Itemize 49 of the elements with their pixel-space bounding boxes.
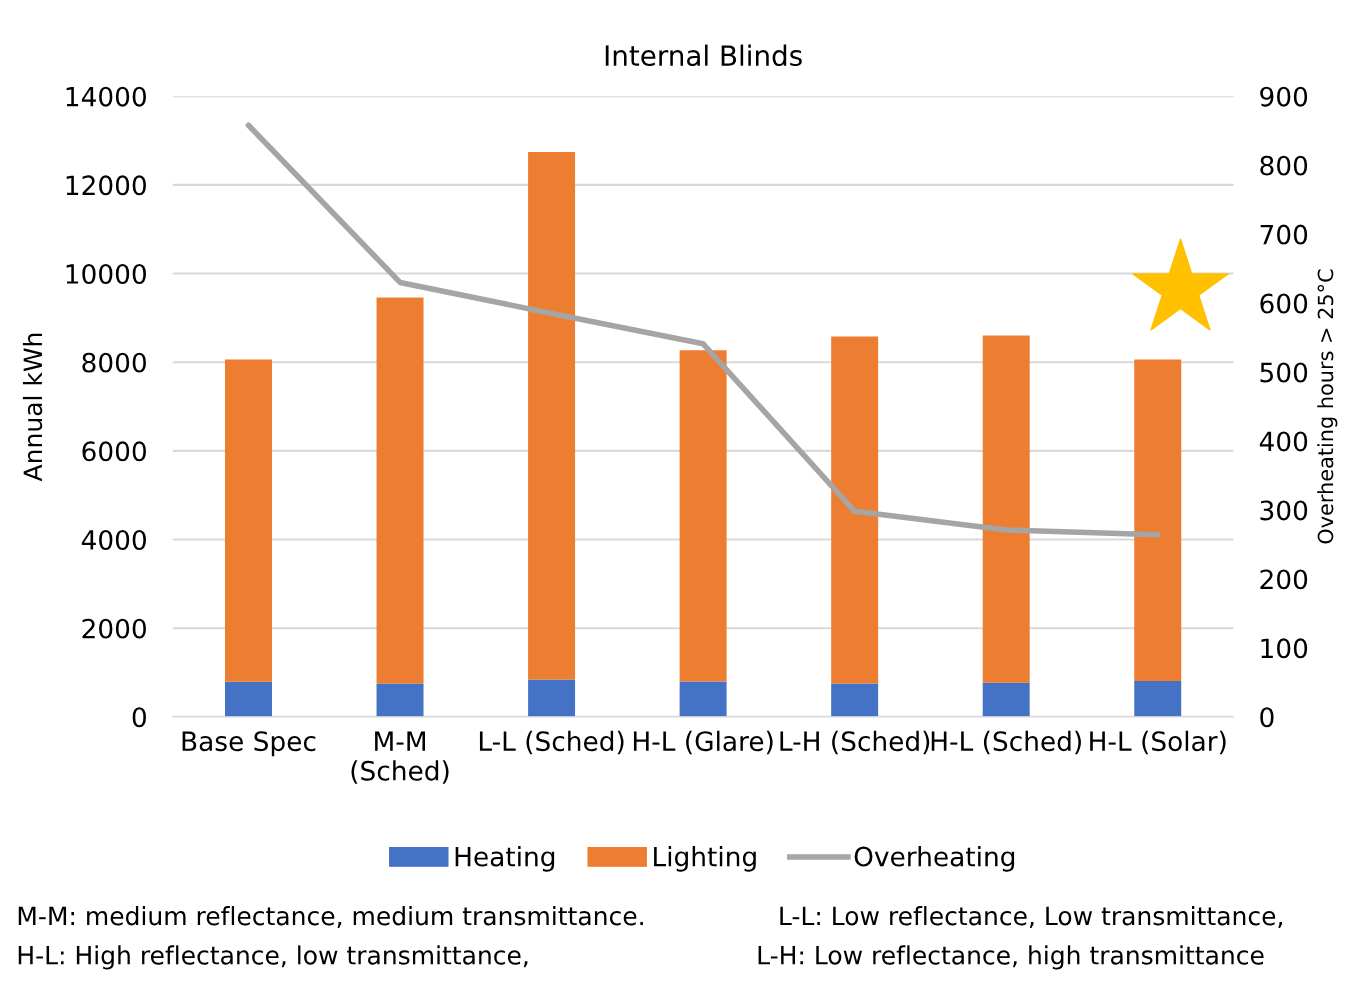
y2-tick-label: 400 bbox=[1259, 431, 1308, 452]
x-tick-label: M-M (Sched) bbox=[351, 731, 449, 784]
y-tick-label: 6000 bbox=[82, 441, 146, 462]
legend-label: Overheating bbox=[854, 846, 1015, 872]
y2-tick-label: 500 bbox=[1260, 362, 1308, 383]
x-tick-label: L-L (Sched) bbox=[479, 730, 624, 755]
y-tick-label: 2000 bbox=[82, 618, 146, 639]
bar bbox=[1134, 680, 1182, 717]
y2-tick-label: 300 bbox=[1260, 500, 1308, 521]
bar bbox=[376, 683, 424, 717]
y-tick-label: 12000 bbox=[66, 175, 146, 196]
chart-title: Internal Blinds bbox=[605, 44, 802, 67]
text: M-M: medium reflectance, medium transmittance. bbox=[18, 906, 643, 928]
y-tick-label: 8000 bbox=[82, 352, 146, 373]
y2-axis-title: Overheating hours > 25°C bbox=[1317, 269, 1338, 544]
y2-tick-label: 900 bbox=[1260, 86, 1308, 107]
y-tick-label: 0 bbox=[132, 707, 146, 728]
y2-tick-label: 600 bbox=[1260, 293, 1308, 314]
y-tick-label: 14000 bbox=[66, 86, 146, 107]
y-tick-label: 10000 bbox=[66, 264, 146, 284]
x-tick-label: H-L (Sched) bbox=[931, 730, 1081, 755]
bar bbox=[1134, 359, 1182, 681]
text: L-L: Low reflectance, Low transmittance, bbox=[780, 906, 1283, 928]
text: H-L: High reflectance, low transmittance, bbox=[18, 945, 528, 970]
y-tick-label: 4000 bbox=[81, 529, 146, 550]
bar bbox=[982, 335, 1030, 683]
bar bbox=[831, 336, 879, 684]
bar bbox=[831, 683, 879, 717]
y2-tick-label: 100 bbox=[1261, 638, 1308, 659]
y-axis-title: Annual kWh bbox=[22, 333, 43, 482]
x-tick-label: H-L (Glare) bbox=[633, 730, 773, 755]
bar bbox=[376, 297, 424, 684]
text: L-H: Low reflectance, high transmittance bbox=[758, 945, 1264, 970]
bar bbox=[679, 350, 727, 682]
y2-tick-label: 200 bbox=[1260, 569, 1308, 590]
y2-tick-label: 700 bbox=[1260, 224, 1308, 245]
bar bbox=[225, 681, 272, 717]
y2-tick-label: 800 bbox=[1260, 155, 1308, 176]
legend-label: Lighting bbox=[654, 846, 756, 872]
bar bbox=[679, 681, 727, 717]
y2-tick-label: 0 bbox=[1260, 707, 1274, 728]
legend-label: Heating bbox=[455, 846, 555, 872]
bar bbox=[528, 679, 576, 717]
bar bbox=[528, 152, 576, 680]
x-tick-label: H-L (Solar) bbox=[1090, 730, 1226, 755]
bar bbox=[225, 359, 272, 682]
x-tick-label: L-H (Sched) bbox=[780, 730, 930, 755]
x-tick-label: Base Spec bbox=[182, 731, 316, 757]
bar bbox=[982, 682, 1030, 717]
